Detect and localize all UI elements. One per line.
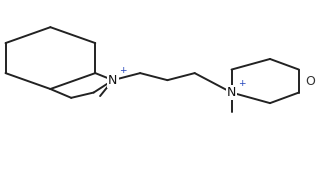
Text: N: N — [227, 86, 236, 99]
Text: O: O — [305, 75, 315, 88]
Text: +: + — [119, 66, 127, 75]
Text: N: N — [108, 74, 118, 87]
Text: +: + — [238, 79, 245, 88]
